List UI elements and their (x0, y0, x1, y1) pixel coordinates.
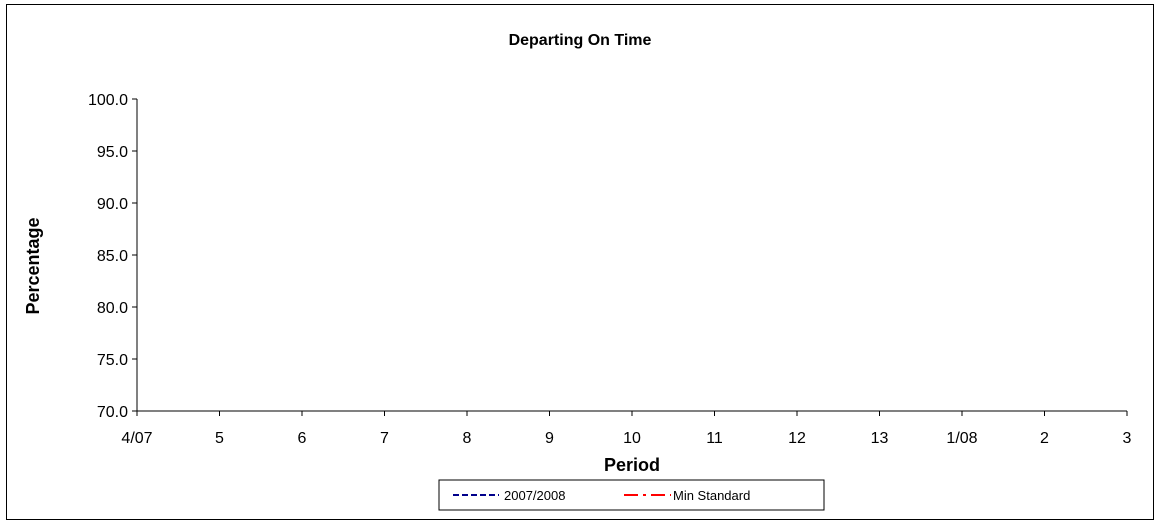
y-axis-title: Percentage (23, 217, 43, 314)
y-tick-label: 90.0 (97, 196, 128, 213)
chart-frame: Departing On Time Percentage Period 70.0… (6, 4, 1154, 520)
y-tick-label: 75.0 (97, 352, 128, 369)
x-tick-label: 1/08 (946, 430, 977, 447)
legend-label-min-standard: Min Standard (673, 488, 750, 503)
x-ticks: 4/07 5 6 7 8 9 10 11 12 13 1/08 2 3 (121, 411, 1132, 447)
x-tick-label: 2 (1040, 430, 1049, 447)
chart-svg: Departing On Time Percentage Period 70.0… (23, 32, 1132, 511)
chart-title: Departing On Time (509, 32, 652, 49)
y-tick-label: 80.0 (97, 300, 128, 317)
y-ticks: 70.0 75.0 80.0 85.0 90.0 95.0 100.0 (88, 92, 137, 421)
legend: 2007/2008 Min Standard (438, 479, 825, 511)
y-tick-label: 100.0 (88, 92, 128, 109)
x-tick-label: 8 (463, 430, 472, 447)
x-tick-label: 13 (871, 430, 889, 447)
x-axis-title: Period (604, 455, 660, 475)
x-tick-label: 11 (706, 430, 723, 447)
legend-label-2007-2008: 2007/2008 (504, 488, 565, 503)
axes (136, 99, 1127, 412)
y-tick-label: 85.0 (97, 248, 128, 265)
x-tick-label: 12 (788, 430, 806, 447)
x-tick-label: 10 (623, 430, 641, 447)
x-tick-label: 7 (380, 430, 389, 447)
y-tick-label: 95.0 (97, 144, 128, 161)
x-tick-label: 5 (215, 430, 224, 447)
x-tick-label: 4/07 (121, 430, 152, 447)
y-tick-label: 70.0 (97, 404, 128, 421)
x-tick-label: 3 (1123, 430, 1132, 447)
x-tick-label: 6 (298, 430, 307, 447)
x-tick-label: 9 (545, 430, 554, 447)
